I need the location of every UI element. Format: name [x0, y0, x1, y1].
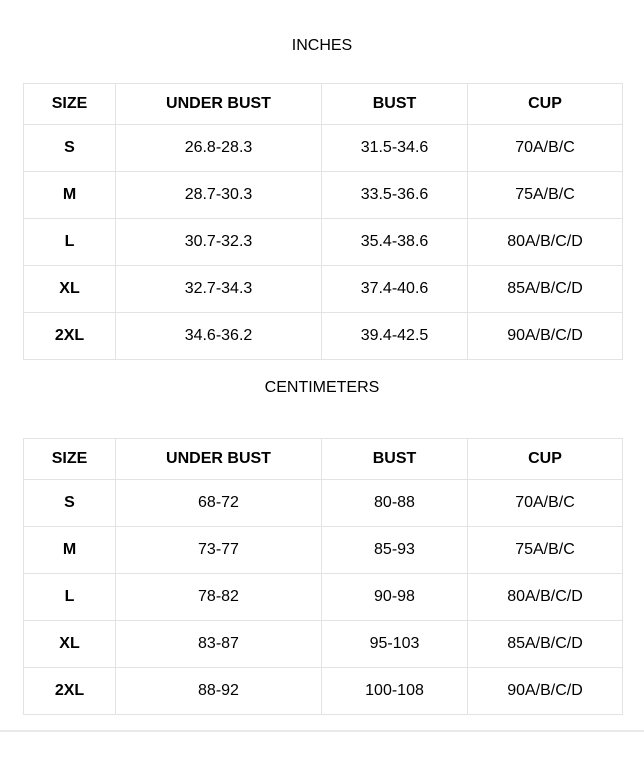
bust-cell: 85-93 — [321, 526, 468, 574]
under-bust-cell: 26.8-28.3 — [115, 124, 322, 172]
size-cell: L — [23, 573, 116, 621]
cup-cell: 80A/B/C/D — [467, 218, 623, 266]
bottom-divider — [0, 730, 644, 732]
cup-cell: 85A/B/C/D — [467, 620, 623, 668]
under-bust-cell: 73-77 — [115, 526, 322, 574]
size-cell: XL — [23, 265, 116, 313]
bust-cell: 37.4-40.6 — [321, 265, 468, 313]
bust-cell: 35.4-38.6 — [321, 218, 468, 266]
table-row-xl: XL 32.7-34.3 37.4-40.6 85A/B/C/D — [23, 265, 623, 313]
cup-cell: 90A/B/C/D — [467, 667, 623, 715]
table-header-row: SIZE UNDER BUST BUST CUP — [23, 83, 623, 125]
table-row-m: M 28.7-30.3 33.5-36.6 75A/B/C — [23, 171, 623, 219]
bust-cell: 95-103 — [321, 620, 468, 668]
under-bust-cell: 88-92 — [115, 667, 322, 715]
table-row-s: S 68-72 80-88 70A/B/C — [23, 479, 623, 527]
under-bust-cell: 78-82 — [115, 573, 322, 621]
under-bust-cell: 34.6-36.2 — [115, 312, 322, 360]
bust-cell: 90-98 — [321, 573, 468, 621]
size-cell: M — [23, 526, 116, 574]
size-cell: S — [23, 124, 116, 172]
under-bust-cell: 68-72 — [115, 479, 322, 527]
table-row-l: L 30.7-32.3 35.4-38.6 80A/B/C/D — [23, 218, 623, 266]
under-bust-cell: 30.7-32.3 — [115, 218, 322, 266]
cup-cell: 70A/B/C — [467, 479, 623, 527]
size-cell: M — [23, 171, 116, 219]
column-header-cup: CUP — [467, 438, 623, 480]
column-header-under-bust: UNDER BUST — [115, 83, 322, 125]
column-header-cup: CUP — [467, 83, 623, 125]
bust-cell: 31.5-34.6 — [321, 124, 468, 172]
bust-cell: 39.4-42.5 — [321, 312, 468, 360]
column-header-under-bust: UNDER BUST — [115, 438, 322, 480]
size-cell: L — [23, 218, 116, 266]
table-row-l: L 78-82 90-98 80A/B/C/D — [23, 573, 623, 621]
column-header-size: SIZE — [23, 83, 116, 125]
size-cell: 2XL — [23, 312, 116, 360]
size-cell: XL — [23, 620, 116, 668]
bust-cell: 33.5-36.6 — [321, 171, 468, 219]
inches-size-table: SIZE UNDER BUST BUST CUP S 26.8-28.3 31.… — [23, 83, 623, 360]
bust-cell: 100-108 — [321, 667, 468, 715]
table-row-xl: XL 83-87 95-103 85A/B/C/D — [23, 620, 623, 668]
cup-cell: 75A/B/C — [467, 526, 623, 574]
under-bust-cell: 83-87 — [115, 620, 322, 668]
column-header-bust: BUST — [321, 438, 468, 480]
centimeters-table-title: CENTIMETERS — [264, 379, 380, 396]
table-row-2xl: 2XL 88-92 100-108 90A/B/C/D — [23, 667, 623, 715]
cup-cell: 90A/B/C/D — [467, 312, 623, 360]
centimeters-size-table: SIZE UNDER BUST BUST CUP S 68-72 80-88 7… — [23, 438, 623, 715]
cup-cell: 75A/B/C — [467, 171, 623, 219]
column-header-bust: BUST — [321, 83, 468, 125]
bust-cell: 80-88 — [321, 479, 468, 527]
inches-table-title: INCHES — [291, 37, 353, 54]
cup-cell: 85A/B/C/D — [467, 265, 623, 313]
table-row-2xl: 2XL 34.6-36.2 39.4-42.5 90A/B/C/D — [23, 312, 623, 360]
table-header-row: SIZE UNDER BUST BUST CUP — [23, 438, 623, 480]
cup-cell: 70A/B/C — [467, 124, 623, 172]
size-cell: 2XL — [23, 667, 116, 715]
column-header-size: SIZE — [23, 438, 116, 480]
cup-cell: 80A/B/C/D — [467, 573, 623, 621]
table-row-m: M 73-77 85-93 75A/B/C — [23, 526, 623, 574]
under-bust-cell: 28.7-30.3 — [115, 171, 322, 219]
table-row-s: S 26.8-28.3 31.5-34.6 70A/B/C — [23, 124, 623, 172]
size-cell: S — [23, 479, 116, 527]
under-bust-cell: 32.7-34.3 — [115, 265, 322, 313]
